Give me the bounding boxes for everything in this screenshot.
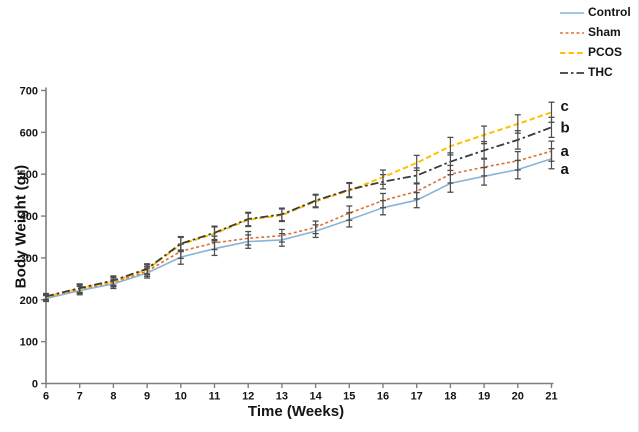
- error-bar: [278, 207, 285, 222]
- error-bar: [76, 283, 83, 293]
- legend-item-pcos: PCOS: [560, 46, 631, 59]
- legend-label: THC: [588, 65, 613, 79]
- error-bar: [514, 130, 521, 150]
- significance-letter: a: [561, 161, 570, 178]
- legend-label: PCOS: [588, 45, 623, 59]
- y-tick-label: 0: [32, 379, 38, 391]
- error-bar: [514, 150, 521, 171]
- error-bar: [245, 230, 252, 246]
- error-bar: [312, 193, 319, 208]
- error-bar: [548, 116, 555, 139]
- error-bar: [245, 211, 252, 227]
- x-tick-label: 18: [444, 391, 456, 403]
- series-line-thc: [45, 126, 552, 298]
- error-bar: [346, 181, 353, 198]
- x-tick-label: 9: [144, 391, 150, 403]
- series-line-sham: [45, 150, 552, 299]
- error-bar: [380, 192, 386, 209]
- error-bar: [413, 167, 420, 184]
- error-bar: [144, 263, 151, 275]
- x-tick-label: 19: [478, 391, 490, 403]
- error-bar: [43, 292, 49, 301]
- x-tick-label: 16: [377, 391, 389, 403]
- significance-letter: a: [561, 143, 570, 160]
- error-bar: [278, 228, 285, 243]
- y-tick-label: 200: [20, 295, 38, 307]
- error-bar: [380, 173, 386, 190]
- y-tick-label: 700: [20, 86, 38, 98]
- error-bar: [346, 205, 353, 221]
- error-bar: [312, 220, 319, 235]
- error-bar: [177, 235, 184, 252]
- x-tick-label: 21: [545, 391, 557, 403]
- x-tick-label: 7: [77, 391, 83, 403]
- x-tick-label: 11: [209, 391, 221, 403]
- legend-item-control: Control: [560, 6, 631, 19]
- x-tick-label: 13: [276, 391, 288, 403]
- error-bar: [110, 275, 117, 286]
- x-tick-label: 20: [512, 391, 524, 403]
- legend-line-control-icon: [560, 11, 584, 14]
- legend-line-thc-icon: [560, 71, 584, 74]
- error-bar: [413, 183, 420, 200]
- x-tick-label: 6: [43, 391, 49, 403]
- legend-label: Sham: [588, 25, 621, 39]
- legend-item-thc: THC: [560, 66, 631, 79]
- error-bar: [211, 225, 218, 241]
- legend-line-sham-icon: [560, 31, 584, 34]
- legend-label: Control: [588, 5, 631, 19]
- significance-letter: c: [561, 98, 569, 115]
- y-tick-label: 400: [20, 211, 38, 223]
- x-axis-title: Time (Weeks): [247, 403, 345, 420]
- x-tick-label: 17: [411, 391, 423, 403]
- legend-line-pcos-icon: [560, 51, 584, 54]
- error-bar: [447, 152, 454, 172]
- y-axis-title: Body Weight (gr): [12, 164, 30, 289]
- error-bar: [548, 140, 555, 162]
- error-bar: [481, 140, 488, 160]
- y-tick-label: 600: [20, 127, 38, 139]
- x-tick-label: 10: [175, 391, 187, 403]
- legend-item-sham: Sham: [560, 26, 631, 39]
- x-tick-label: 12: [242, 391, 254, 403]
- legend: Control Sham PCOS THC: [560, 6, 631, 79]
- y-tick-label: 100: [20, 337, 38, 349]
- x-tick-label: 8: [110, 391, 116, 403]
- x-tick-label: 14: [309, 391, 322, 403]
- y-tick-label: 300: [20, 253, 38, 265]
- significance-letter: b: [561, 119, 570, 136]
- x-tick-label: 15: [343, 391, 355, 403]
- series-line-pcos: [45, 111, 552, 298]
- y-tick-label: 500: [20, 169, 38, 181]
- series-line-control: [45, 157, 552, 300]
